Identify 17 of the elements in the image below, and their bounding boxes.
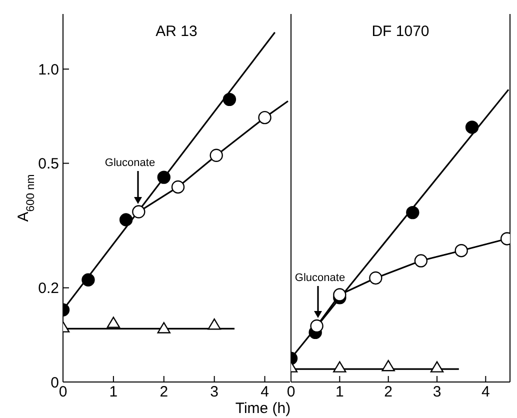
x-tick-label: 1 <box>335 384 344 401</box>
x-tick-label: 2 <box>384 384 393 401</box>
x-tick-label: 3 <box>432 384 442 401</box>
x-tick-label: 3 <box>210 384 219 401</box>
x-tick-label: 4 <box>481 384 490 401</box>
text: DF 1070 <box>372 23 430 40</box>
y-tick-label: 0.5 <box>38 156 59 173</box>
y-tick-label: 1.0 <box>38 61 59 78</box>
annotation: Gluconate <box>104 157 156 169</box>
x-axis-title: Time (h) <box>235 400 291 417</box>
annotation: Gluconate <box>294 272 346 284</box>
x-tick-label: 4 <box>260 384 269 401</box>
y-tick-label: 0.2 <box>38 280 59 298</box>
x-tick-label: 2 <box>160 384 168 401</box>
x-tick-label: 1 <box>109 384 118 401</box>
text: AR 13 <box>156 23 198 40</box>
x-tick-label: 0 <box>286 384 296 401</box>
